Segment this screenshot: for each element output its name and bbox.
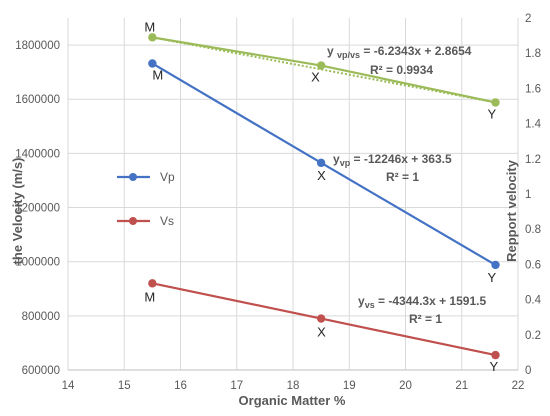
y-tick-label: 1800000 bbox=[15, 40, 60, 52]
data-point bbox=[316, 314, 326, 323]
x-tick-label: 17 bbox=[230, 380, 243, 392]
point-label: M bbox=[144, 289, 155, 304]
y2-tick-label: 0.6 bbox=[525, 259, 541, 271]
y2-tick-label: 0 bbox=[525, 365, 531, 377]
data-point bbox=[316, 158, 326, 168]
x-tick-label: 22 bbox=[512, 380, 525, 392]
equation-label: y vp/vs = -6.2343x + 2.8654 bbox=[327, 44, 472, 60]
x-tick-label: 18 bbox=[287, 380, 300, 392]
y2-tick-label: 1.4 bbox=[525, 119, 542, 131]
point-label: Y bbox=[490, 359, 499, 374]
y-tick-label: 1000000 bbox=[15, 257, 60, 269]
x-tick-label: 19 bbox=[343, 380, 356, 392]
series-vs bbox=[148, 279, 500, 360]
data-point bbox=[148, 279, 157, 288]
point-label: X bbox=[317, 168, 326, 183]
data-point bbox=[491, 260, 500, 270]
y2-tick-label: 1.6 bbox=[525, 83, 541, 95]
data-point bbox=[491, 350, 500, 360]
point-label: M bbox=[144, 19, 155, 34]
point-label: X bbox=[311, 70, 320, 85]
equation-label: yvs = -4344.3x + 1591.5 bbox=[358, 294, 486, 310]
y-tick-label: 1600000 bbox=[15, 94, 60, 106]
y2-tick-label: 0.2 bbox=[525, 330, 541, 342]
r-squared-label: R² = 1 bbox=[409, 312, 442, 326]
x-tick-label: 15 bbox=[118, 380, 131, 392]
x-tick-label: 21 bbox=[455, 380, 468, 392]
y-tick-label: 1400000 bbox=[15, 148, 60, 160]
data-point bbox=[148, 33, 157, 42]
legend-label-vp: Vp bbox=[160, 170, 175, 184]
x-axis-title: Organic Matter % bbox=[239, 393, 346, 408]
legend: Vp Vs bbox=[117, 170, 175, 228]
y-axis-title: the Velocity (m/s) bbox=[10, 158, 25, 265]
data-point bbox=[491, 98, 500, 107]
point-label: X bbox=[317, 325, 326, 340]
y-tick-label: 1200000 bbox=[15, 203, 60, 215]
axes: 600000 800000 1000000 1200000 1400000 1600000… bbox=[15, 13, 541, 392]
series-layer bbox=[148, 33, 500, 360]
x-tick-label: 14 bbox=[62, 380, 75, 392]
legend-item-vs: Vs bbox=[117, 214, 174, 228]
y2-tick-label: 1.8 bbox=[525, 48, 541, 60]
x-tick-label: 20 bbox=[399, 380, 412, 392]
equation-label: yvp = -12246x + 363.5 bbox=[333, 152, 452, 168]
y2-tick-label: 2 bbox=[525, 13, 531, 25]
grid bbox=[67, 18, 519, 371]
legend-item-vp: Vp bbox=[117, 170, 175, 184]
point-label: M bbox=[152, 67, 163, 82]
r-squared-label: R² = 0.9934 bbox=[370, 63, 433, 77]
y2-axis-title: Repport velocity bbox=[504, 159, 519, 262]
y2-tick-label: 0.8 bbox=[525, 224, 541, 236]
y2-tick-label: 1.2 bbox=[525, 154, 541, 166]
y2-tick-label: 1 bbox=[525, 189, 531, 201]
series-ratio bbox=[148, 33, 500, 107]
point-label: Y bbox=[488, 106, 497, 121]
x-tick-label: 16 bbox=[174, 380, 187, 392]
point-label: Y bbox=[488, 270, 497, 285]
data-point bbox=[316, 61, 326, 70]
r-squared-label: R² = 1 bbox=[386, 170, 419, 184]
series-vp bbox=[148, 59, 500, 270]
data-point bbox=[148, 59, 157, 68]
y-tick-label: 800000 bbox=[22, 311, 60, 323]
legend-label-vs: Vs bbox=[160, 214, 174, 228]
y2-tick-label: 0.4 bbox=[525, 295, 542, 307]
y-tick-label: 600000 bbox=[22, 365, 60, 377]
